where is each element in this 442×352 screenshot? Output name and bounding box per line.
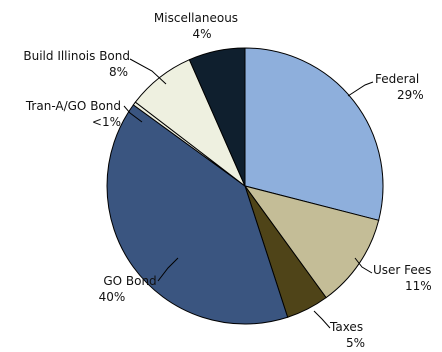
slice-label-go-bond: GO Bond [103,274,156,288]
slice-percent-user-fees: 11% [405,279,432,293]
slice-percent-tran-a-go-bond: <1% [92,115,121,129]
slice-label-tran-a-go-bond: Tran-A/GO Bond [25,99,121,113]
leader-line-go-bond [157,257,179,282]
slice-percent-go-bond: 40% [99,290,126,304]
slice-percent-build-illinois-bond: 8% [109,65,128,79]
leader-line-tran-a-go-bond [123,105,143,123]
slice-percent-miscellaneous: 4% [192,27,211,41]
slice-label-federal: Federal [375,72,419,86]
leader-line-federal [347,81,374,97]
slice-label-taxes: Taxes [329,320,363,334]
pie-slice-go-bond [106,104,289,325]
slice-label-miscellaneous: Miscellaneous [154,11,238,25]
slice-label-build-illinois-bond: Build Illinois Bond [23,49,130,63]
leader-line-build-illinois-bond [129,58,167,85]
leader-line-taxes [313,310,331,329]
slice-percent-taxes: 5% [346,336,365,350]
pie-slice-federal [244,47,384,221]
slice-label-user-fees: User Fees [373,263,431,277]
slice-percent-federal: 29% [397,88,424,102]
pie-slice-miscellaneous [188,47,246,187]
leader-line-user-fees [354,257,373,274]
